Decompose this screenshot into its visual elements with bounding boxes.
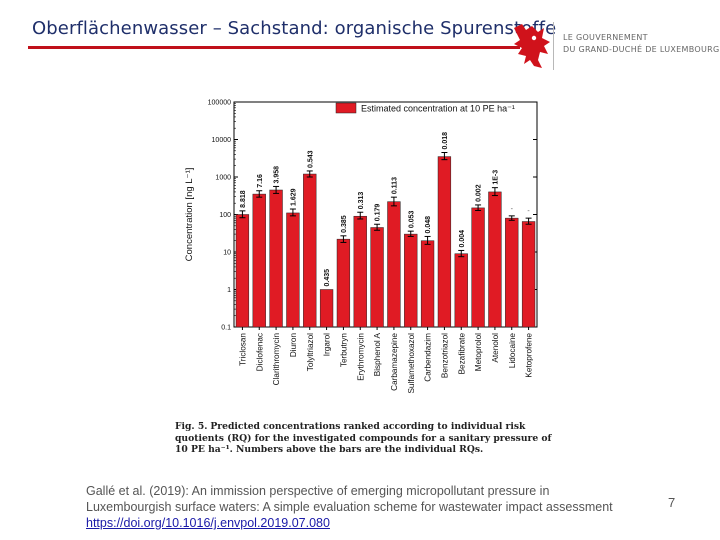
x-tick-label: Diuron: [289, 333, 298, 358]
slide-title: Oberflächenwasser – Sachstand: organisch…: [32, 18, 557, 39]
red-lion-logo-icon: [514, 24, 550, 68]
caption-text: Predicted concentrations ranked accordin…: [175, 421, 552, 455]
caption-fig-label: Fig. 5.: [175, 421, 208, 432]
page-number: 7: [668, 495, 676, 510]
bar-carbamazepine: [387, 201, 401, 328]
rq-label: 7.16: [257, 174, 264, 188]
bar-lidocaine: [505, 217, 519, 328]
rq-label: 0.018: [442, 132, 449, 150]
bar-terbutryn: [336, 238, 351, 328]
x-tick-label: Metoprolol: [474, 333, 483, 371]
citation-doi-link[interactable]: https://doi.org/10.1016/j.envpol.2019.07…: [86, 516, 330, 530]
y-tick-label: 100000: [208, 100, 231, 107]
rq-label: 0.004: [459, 230, 466, 248]
rq-label: 0.048: [425, 216, 432, 234]
bar-tolyltriazol: [303, 173, 317, 328]
x-tick-label: Diclofenac: [255, 333, 264, 371]
x-tick-label: Benzotriazol: [440, 333, 449, 378]
x-tick-label: Tolyltriazol: [306, 333, 315, 371]
citation-text: Gallé et al. (2019): An immission perspe…: [86, 484, 613, 514]
x-tick-label: Bisphenol A: [373, 332, 382, 376]
rq-label: 0.385: [341, 215, 348, 233]
y-tick-label: 1000: [215, 175, 231, 182]
x-tick-label: Sulfamethoxazol: [407, 333, 416, 394]
bar-diuron: [286, 212, 300, 328]
y-tick-label: 10000: [212, 137, 232, 144]
rq-label: -: [511, 206, 514, 213]
bar-bezafibrate: [454, 253, 468, 328]
bar-erythromycin: [353, 215, 367, 328]
citation: Gallé et al. (2019): An immission perspe…: [86, 483, 626, 531]
x-tick-label: Terbutryn: [339, 333, 348, 368]
legend-label: Estimated concentration at 10 PE ha⁻¹: [361, 104, 515, 114]
rq-label: 0.113: [391, 177, 398, 194]
y-axis-label: Concentration [ng L⁻¹]: [184, 168, 195, 262]
x-tick-label: Irgarol: [323, 333, 332, 356]
rq-label: 0.053: [408, 211, 415, 229]
title-underline: [28, 46, 520, 49]
x-tick-label: Lidocaine: [508, 333, 517, 368]
legend-swatch: [335, 102, 357, 114]
y-tick-label: 10: [223, 250, 231, 257]
gov-line-2: DU GRAND-DUCHÉ DE LUXEMBOURG: [563, 45, 720, 54]
x-tick-label: Carbendazim: [424, 333, 433, 382]
rq-label: 1E-3: [492, 170, 499, 185]
rq-label: 0.179: [375, 204, 382, 222]
bar-benzotriazol: [437, 156, 452, 328]
logo-separator: [553, 22, 554, 70]
x-tick-label: Erythromycin: [356, 333, 365, 381]
y-tick-label: 100: [219, 212, 231, 219]
bar-atenolol: [488, 191, 502, 328]
rq-label: 0.435: [324, 269, 331, 287]
gov-line-1: LE GOUVERNEMENT: [563, 33, 648, 42]
y-tick-label: 1: [227, 287, 231, 294]
rq-label: -: [527, 208, 530, 215]
rq-label: 3.958: [274, 166, 281, 184]
bar-clarithromycin: [269, 189, 283, 328]
rq-label: 8.818: [240, 190, 247, 208]
rq-label: 0.002: [476, 184, 483, 202]
x-tick-label: Carbamazepine: [390, 333, 399, 391]
x-tick-label: Clarithromycin: [272, 333, 281, 386]
figure-caption: Fig. 5. Predicted concentrations ranked …: [175, 421, 560, 456]
x-tick-label: Bezafibrate: [457, 333, 466, 375]
rq-label: 0.313: [358, 192, 365, 210]
bar-irgarol: [319, 289, 334, 328]
bar-metoprolol: [471, 207, 485, 328]
rq-label: 0.543: [307, 150, 314, 168]
bar-diclofenac: [252, 193, 266, 328]
x-tick-label: Ketoprofene: [525, 333, 534, 378]
bar-ketoprofene: [521, 221, 536, 328]
x-tick-label: Atenolol: [491, 333, 500, 363]
y-tick-label: 0.1: [221, 325, 231, 332]
bar-carbendazim: [420, 240, 435, 328]
rq-label: 1.629: [290, 188, 297, 206]
bar-bisphenol a: [370, 227, 384, 328]
government-name: LE GOUVERNEMENT DU GRAND-DUCHÉ DE LUXEMB…: [563, 32, 719, 56]
bar-sulfamethoxazol: [404, 233, 418, 328]
x-tick-label: Triclosan: [238, 333, 247, 366]
bar-triclosan: [235, 214, 250, 328]
